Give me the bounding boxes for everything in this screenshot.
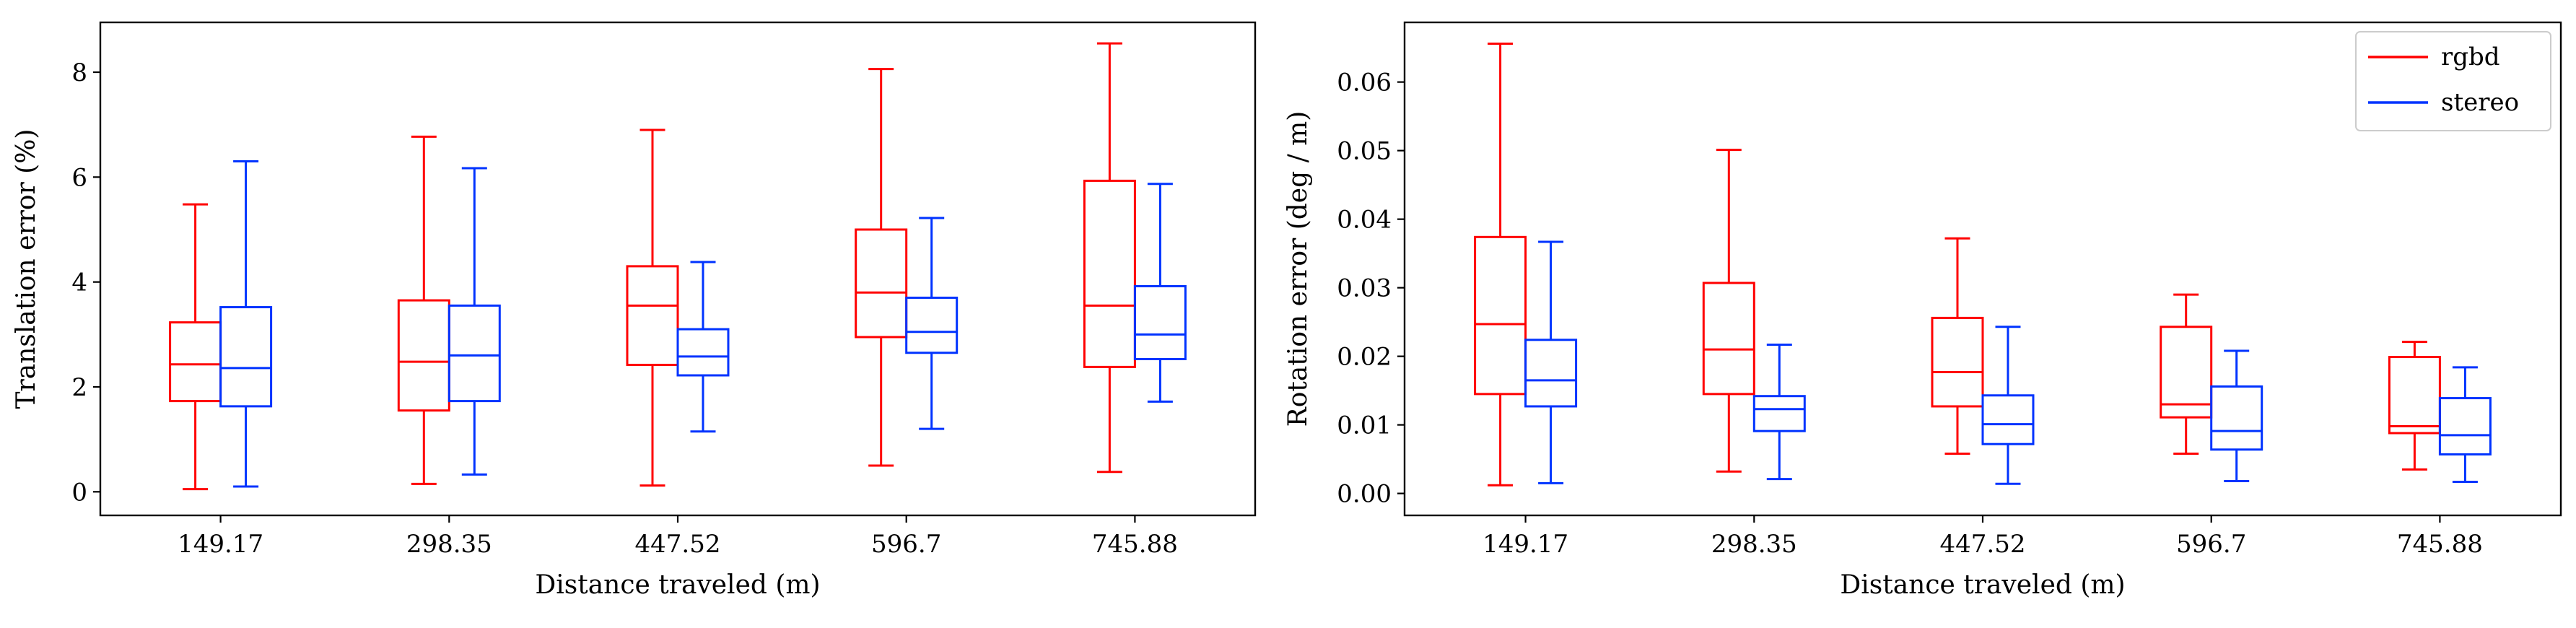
translation-x-tick-label: 447.52 <box>635 530 721 559</box>
box-rgbd-596.7 <box>2160 293 2213 455</box>
legend-label-stereo: stereo <box>2441 88 2519 117</box>
box-iqr <box>1133 284 1187 360</box>
box-iqr <box>1474 235 1527 396</box>
translation-x-ticks: 149.17 298.35 447.52 596.7 745.88 <box>178 515 1178 559</box>
box-iqr <box>447 304 501 403</box>
rotation-y-axis-label: Rotation error (deg / m) <box>1283 111 1313 427</box>
box-stereo-745.88 <box>2438 366 2492 483</box>
translation-boxplots <box>169 42 1187 491</box>
box-rgbd-149.17 <box>1474 42 1527 487</box>
box-iqr <box>1083 179 1136 368</box>
box-stereo-596.7 <box>905 217 959 430</box>
rotation-y-tick-label: 0.03 <box>1337 274 1392 303</box>
box-iqr <box>1931 316 1984 408</box>
box-iqr <box>676 328 730 377</box>
rotation-y-ticks: 0.00 0.01 0.02 0.03 0.04 0.05 0.06 <box>1337 69 1405 509</box>
rotation-x-ticks: 149.17 298.35 447.52 596.7 745.88 <box>1483 515 2483 559</box>
rotation-y-tick-label: 0.06 <box>1337 69 1392 97</box>
box-stereo-447.52 <box>676 261 730 433</box>
box-stereo-149.17 <box>1524 240 1578 484</box>
translation-plot-frame <box>99 21 1257 517</box>
box-iqr <box>855 228 908 339</box>
rotation-x-axis-label: Distance traveled (m) <box>1840 570 2125 600</box>
box-iqr <box>626 265 679 366</box>
translation-y-tick-label: 0 <box>71 478 87 507</box>
translation-y-tick-label: 8 <box>71 58 87 87</box>
box-iqr <box>1981 394 2035 445</box>
legend-label-rgbd: rgbd <box>2441 43 2500 71</box>
box-rgbd-447.52 <box>1931 237 1984 455</box>
rotation-plot-frame <box>1403 21 2562 517</box>
translation-x-tick-label: 298.35 <box>406 530 492 559</box>
rotation-boxplots <box>1474 42 2492 487</box>
rotation-error-chart: 0.00 0.01 0.02 0.03 0.04 0.05 0.06 149.17 298.3… <box>1283 21 2562 600</box>
translation-y-ticks: 0 2 4 6 8 <box>71 58 100 507</box>
box-stereo-298.35 <box>1752 343 1806 481</box>
box-stereo-596.7 <box>2210 349 2263 483</box>
translation-y-axis-label: Translation error (%) <box>12 129 41 409</box>
box-rgbd-745.88 <box>1083 42 1136 474</box>
translation-error-chart: 0 2 4 6 8 149.17 298.35 447.52 596.7 745.88 Dist… <box>12 21 1257 600</box>
rotation-x-tick-label: 596.7 <box>2176 530 2246 559</box>
box-iqr <box>2438 397 2492 455</box>
box-rgbd-596.7 <box>855 68 908 467</box>
translation-x-axis-label: Distance traveled (m) <box>535 570 820 600</box>
legend: rgbd stereo <box>2355 31 2551 131</box>
box-iqr <box>169 321 222 403</box>
rotation-y-tick-label: 0.00 <box>1337 480 1392 509</box>
box-stereo-745.88 <box>1133 183 1187 403</box>
box-iqr <box>1524 339 1578 408</box>
box-iqr <box>397 299 450 412</box>
box-stereo-149.17 <box>219 160 273 488</box>
box-iqr <box>2160 326 2213 419</box>
rotation-y-tick-label: 0.01 <box>1337 411 1392 440</box>
rotation-y-tick-label: 0.02 <box>1337 343 1392 372</box>
box-iqr <box>2210 385 2263 451</box>
rotation-y-tick-label: 0.04 <box>1337 206 1392 235</box>
box-rgbd-745.88 <box>2388 341 2441 471</box>
box-rgbd-447.52 <box>626 128 679 487</box>
rotation-y-tick-label: 0.05 <box>1337 137 1392 166</box>
translation-x-tick-label: 149.17 <box>178 530 263 559</box>
rotation-x-tick-label: 298.35 <box>1711 530 1797 559</box>
box-iqr <box>905 296 959 354</box>
box-iqr <box>1752 395 1806 432</box>
rotation-x-tick-label: 447.52 <box>1940 530 2026 559</box>
translation-y-tick-label: 6 <box>71 163 87 192</box>
rotation-x-tick-label: 149.17 <box>1483 530 1568 559</box>
box-iqr <box>2388 356 2441 435</box>
translation-y-tick-label: 4 <box>71 269 87 297</box>
box-iqr <box>219 306 273 408</box>
translation-y-tick-label: 2 <box>71 373 87 402</box>
box-stereo-298.35 <box>447 167 501 476</box>
box-iqr <box>1702 282 1755 396</box>
box-rgbd-149.17 <box>169 203 222 491</box>
box-rgbd-298.35 <box>1702 149 1755 473</box>
box-rgbd-298.35 <box>397 135 450 485</box>
translation-x-tick-label: 596.7 <box>871 530 941 559</box>
rotation-x-tick-label: 745.88 <box>2397 530 2483 559</box>
translation-x-tick-label: 745.88 <box>1092 530 1178 559</box>
box-stereo-447.52 <box>1981 326 2035 485</box>
